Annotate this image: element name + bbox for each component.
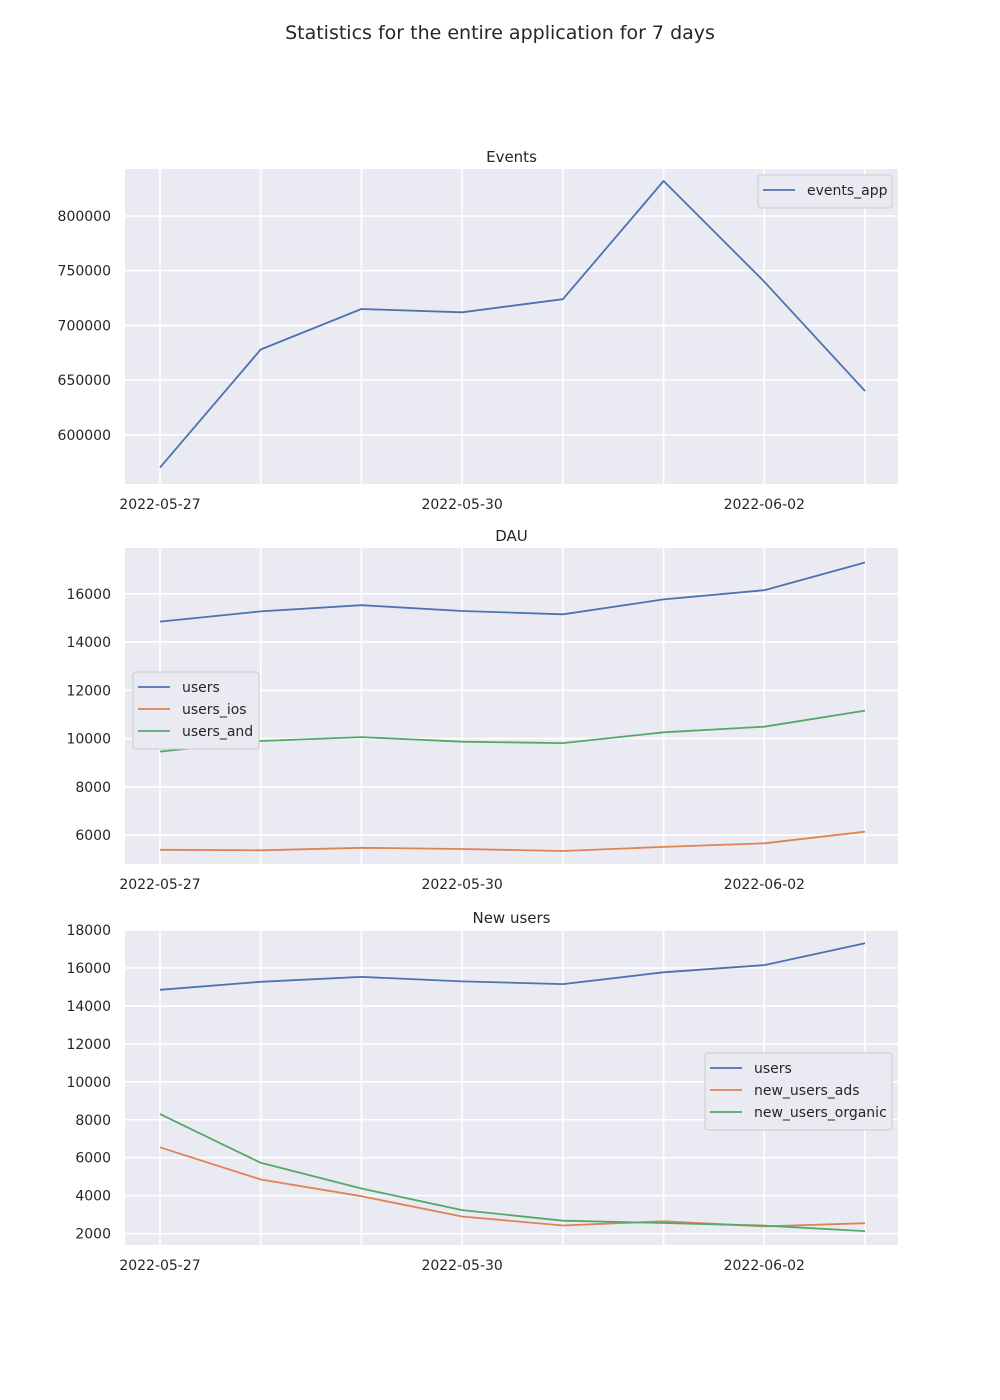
x-tick-label: 2022-05-30 — [421, 877, 502, 893]
x-tick-label: 2022-05-30 — [421, 497, 502, 513]
y-tick-label: 650000 — [58, 373, 111, 389]
legend: events_app — [757, 174, 893, 209]
chart-title: New users — [472, 909, 550, 927]
legend: users new_users_ads new_users_organic — [704, 1052, 893, 1131]
y-tick-label: 6000 — [75, 1151, 111, 1167]
y-tick-label: 16000 — [66, 961, 111, 977]
y-tick-label: 2000 — [75, 1227, 111, 1243]
y-tick-label: 8000 — [75, 780, 111, 796]
y-tick-label: 12000 — [66, 1037, 111, 1053]
series-line-users-and — [159, 709, 866, 753]
dau-chart: DAU 6000 8000 10000 12000 14000 16000 2022-05-2… — [66, 527, 898, 893]
y-tick-label: 12000 — [66, 683, 111, 699]
legend-label: new_users_organic — [754, 1105, 887, 1121]
series-line-users — [159, 561, 866, 623]
y-tick-label: 6000 — [75, 828, 111, 844]
y-tick-label: 16000 — [66, 587, 111, 603]
new-users-chart: New users 2000 4000 6000 8000 10000 12000 14000… — [66, 909, 898, 1274]
legend-box — [704, 1052, 893, 1131]
y-tick-label: 700000 — [58, 318, 111, 334]
legend-label: users — [182, 680, 220, 696]
x-tick-label: 2022-06-02 — [724, 497, 805, 513]
legend-label: users_ios — [182, 702, 247, 718]
y-tick-label: 10000 — [66, 732, 111, 748]
series-line-users — [159, 942, 866, 991]
x-tick-label: 2022-05-27 — [119, 497, 200, 513]
y-tick-label: 14000 — [66, 999, 111, 1015]
legend: users users_ios users_and — [132, 671, 260, 750]
legend-label: new_users_ads — [754, 1083, 860, 1099]
y-tick-label: 750000 — [58, 264, 111, 280]
x-tick-label: 2022-06-02 — [724, 877, 805, 893]
legend-box — [757, 174, 893, 209]
x-tick-label: 2022-05-27 — [119, 877, 200, 893]
x-tick-label: 2022-06-02 — [724, 1258, 805, 1274]
figure-title: Statistics for the entire application fo… — [285, 22, 715, 44]
legend-label: users — [754, 1061, 792, 1077]
y-tick-label: 4000 — [75, 1189, 111, 1205]
y-tick-label: 10000 — [66, 1075, 111, 1091]
x-tick-label: 2022-05-27 — [119, 1258, 200, 1274]
series-line-new-users-organic — [159, 1113, 866, 1232]
y-tick-label: 600000 — [58, 428, 111, 444]
y-tick-label: 800000 — [58, 209, 111, 225]
y-tick-label: 18000 — [66, 923, 111, 939]
legend-label: users_and — [182, 724, 253, 740]
plot-area — [125, 169, 898, 484]
chart-title: DAU — [495, 527, 528, 545]
legend-box — [132, 671, 260, 750]
legend-label: events_app — [807, 183, 888, 199]
series-line-events-app — [159, 180, 866, 469]
y-tick-label: 8000 — [75, 1113, 111, 1129]
x-tick-label: 2022-05-30 — [421, 1258, 502, 1274]
chart-title: Events — [486, 148, 537, 166]
series-line-users-ios — [159, 830, 866, 852]
y-tick-label: 14000 — [66, 635, 111, 651]
events-chart: Events 600000 650000 700000 750000 800000 2022… — [58, 148, 898, 513]
